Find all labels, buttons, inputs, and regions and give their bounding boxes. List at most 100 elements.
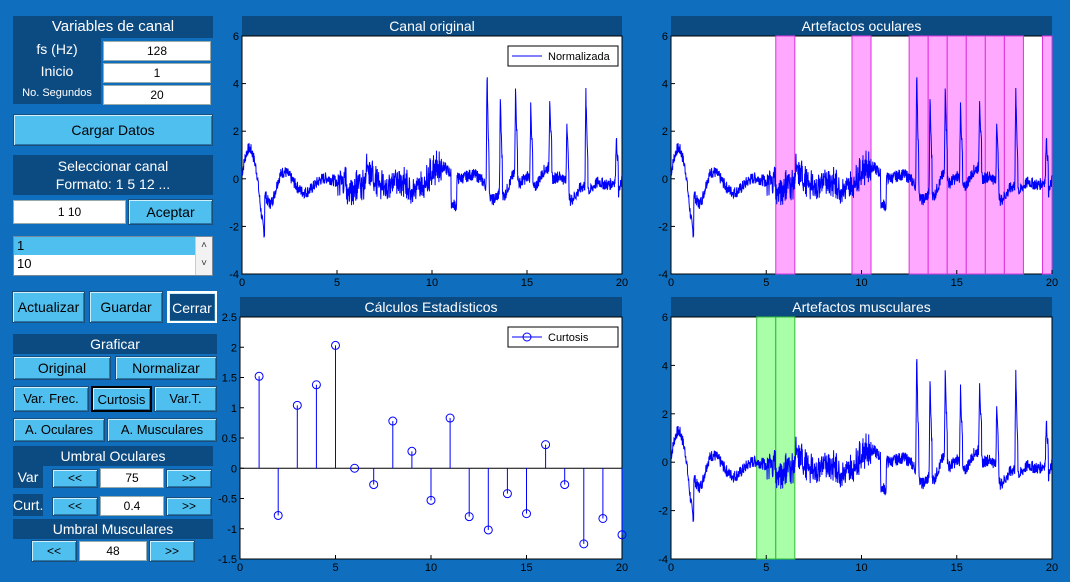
a-oculares-button[interactable]: A. Oculares [13, 418, 105, 442]
chart-4: Artefactos musculares 0 5 10 15 20 -4 -2 0 2 4 6 [658, 297, 1058, 574]
artifact-region [756, 316, 777, 560]
plot-area [239, 316, 623, 560]
musc-decrease-button[interactable]: << [31, 540, 77, 562]
select-channel-format: Formato: 1 5 12 ... [55, 176, 171, 192]
guardar-button[interactable]: Guardar [89, 291, 163, 323]
select-channel-title: Seleccionar canal [57, 158, 169, 174]
chart-2: Artefactos oculares 0 5 10 15 20 -4 -2 0 2 4 6 [658, 16, 1058, 289]
var-t-button[interactable]: Var.T. [154, 386, 217, 412]
curt-threshold-field[interactable]: 0.4 [100, 496, 164, 516]
chart-title-bar [671, 297, 1052, 317]
stem-marker [311, 380, 321, 390]
var-frec-button[interactable]: Var. Frec. [13, 386, 89, 412]
x-tick-label: 20 [616, 277, 628, 289]
y-tick-label: 0 [662, 174, 668, 186]
inicio-field[interactable]: 1 [103, 63, 211, 83]
actualizar-button[interactable]: Actualizar [12, 291, 85, 323]
stem-marker [464, 512, 474, 522]
musc-increase-button[interactable]: >> [149, 540, 195, 562]
stem-marker [388, 416, 398, 426]
a-musculares-button[interactable]: A. Musculares [107, 418, 217, 442]
stem-marker [483, 525, 493, 535]
y-tick-label: -2 [658, 221, 668, 233]
musc-threshold-field[interactable]: 48 [79, 541, 147, 561]
fs-field[interactable]: 128 [103, 41, 211, 61]
umbral-oculares-title: Umbral Oculares [13, 446, 213, 466]
curt-decrease-button[interactable]: << [52, 497, 98, 516]
x-tick-label: 5 [763, 562, 769, 574]
x-tick-label: 5 [332, 562, 338, 574]
y-tick-label: 0.5 [222, 433, 237, 445]
inicio-label: Inicio [13, 60, 101, 82]
y-tick-label: -4 [658, 269, 668, 281]
y-tick-label: 0 [662, 457, 668, 469]
artifact-region [965, 35, 986, 275]
x-tick-label: 15 [951, 277, 963, 289]
plot-area [241, 35, 623, 275]
umbral-musculares-title: Umbral Musculares [13, 519, 213, 539]
legend-box [507, 45, 619, 67]
chart-title-bar [671, 16, 1052, 36]
list-scrollbar[interactable]: ˄ ˅ [195, 237, 212, 275]
aceptar-button[interactable]: Aceptar [128, 199, 213, 225]
stem-marker [350, 463, 360, 473]
x-tick-label: 5 [334, 277, 340, 289]
var-threshold-field[interactable]: 75 [100, 468, 164, 488]
y-tick-label: 2.5 [222, 312, 237, 324]
stem-marker [522, 509, 531, 519]
legend-label: Normalizada [548, 51, 611, 63]
stem-marker [617, 530, 627, 540]
artifact-region [775, 35, 796, 275]
stem-marker [579, 539, 589, 549]
segundos-field[interactable]: 20 [103, 85, 211, 105]
segundos-label: No. Segundos [13, 82, 101, 104]
y-tick-label: -4 [658, 554, 668, 566]
curt-label: Curt. [13, 494, 43, 516]
y-tick-label: -0.5 [218, 494, 237, 506]
stem-marker [407, 446, 417, 456]
cerrar-button[interactable]: Cerrar [167, 291, 217, 323]
signal-line [670, 77, 1053, 238]
list-item[interactable]: 1 [14, 237, 212, 255]
normalizar-button[interactable]: Normalizar [115, 356, 217, 380]
scroll-down-icon[interactable]: ˅ [201, 258, 207, 269]
var-increase-button[interactable]: >> [166, 469, 212, 488]
curt-increase-button[interactable]: >> [166, 497, 212, 516]
x-tick-label: 20 [1046, 562, 1058, 574]
y-tick-label: 2 [662, 409, 668, 421]
artifact-region [775, 316, 796, 560]
x-tick-label: 0 [237, 562, 243, 574]
y-tick-label: 2 [662, 126, 668, 138]
stem-marker [502, 489, 512, 499]
scroll-up-icon[interactable]: ˄ [201, 240, 207, 251]
x-tick-label: 15 [520, 562, 532, 574]
cargar-datos-button[interactable]: Cargar Datos [13, 114, 213, 146]
x-tick-label: 10 [855, 562, 867, 574]
x-tick-label: 10 [425, 562, 437, 574]
original-button[interactable]: Original [13, 356, 111, 380]
chart-title: Artefactos musculares [792, 299, 931, 315]
list-item[interactable]: 10 [17, 256, 32, 271]
y-tick-label: -1 [227, 524, 237, 536]
stem-marker [445, 413, 455, 423]
channel-listbox[interactable]: 1 10 ˄ ˅ [13, 236, 213, 276]
y-tick-label: 6 [233, 31, 239, 43]
y-tick-label: 4 [662, 79, 668, 91]
y-tick-label: -2 [658, 506, 668, 518]
y-tick-label: 6 [662, 31, 668, 43]
x-tick-label: 5 [763, 277, 769, 289]
x-tick-label: 0 [668, 562, 674, 574]
stem-marker [541, 440, 551, 450]
chart-title-bar [240, 297, 622, 317]
select-channel-panel: Seleccionar canal Formato: 1 5 12 ... [13, 155, 213, 195]
stem-marker [292, 400, 302, 410]
var-decrease-button[interactable]: << [52, 469, 98, 488]
channel-input[interactable]: 1 10 [13, 200, 126, 224]
artifact-region [946, 35, 967, 275]
y-tick-label: -2 [229, 221, 239, 233]
curtosis-button[interactable]: Curtosis [91, 386, 152, 412]
signal-line [241, 77, 623, 238]
stem-marker [598, 513, 608, 523]
legend-label: Curtosis [548, 332, 589, 344]
